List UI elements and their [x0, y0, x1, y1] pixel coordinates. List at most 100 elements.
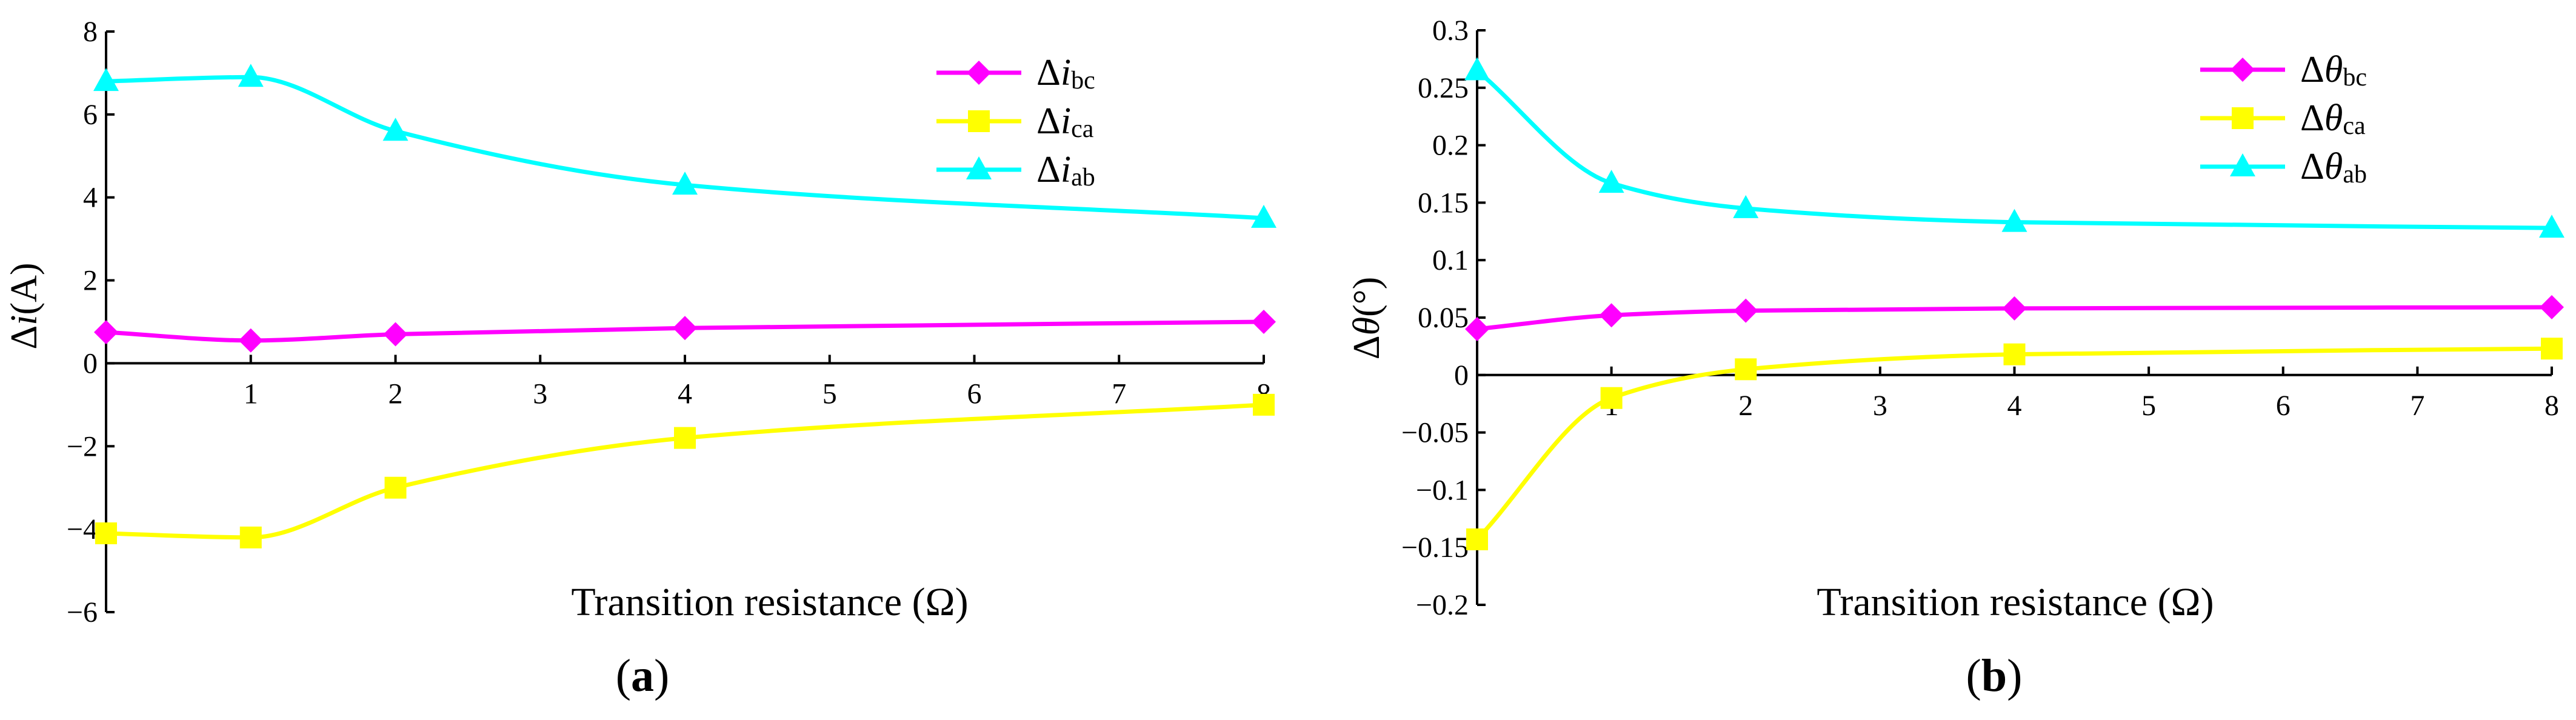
y-axis-label: Δi(A)	[4, 262, 45, 349]
data-point-ca	[1735, 358, 1757, 381]
x-tick-label: 3	[1873, 390, 1887, 422]
panel-label-close: )	[2007, 650, 2022, 701]
y-tick-label: 0.15	[1418, 187, 1469, 219]
y-tick-label: 4	[83, 182, 98, 214]
y-axis-label-unit: (A)	[4, 262, 45, 315]
data-point-ab	[238, 64, 264, 87]
data-point-bc	[2002, 296, 2027, 321]
legend-delta: Δ	[2300, 98, 2324, 139]
data-point-ca	[674, 427, 696, 449]
x-tick-label: 6	[967, 378, 982, 410]
data-point-ab	[1464, 57, 1490, 81]
legend-var: i	[1061, 52, 1071, 93]
data-point-ab	[2539, 215, 2564, 238]
data-point-bc	[1733, 298, 1758, 323]
legend-delta: Δ	[2300, 49, 2324, 90]
panel-label-close: )	[654, 650, 669, 701]
y-tick-label: 8	[83, 16, 98, 48]
data-point-ca	[239, 526, 262, 548]
x-tick-label: 2	[1738, 390, 1753, 422]
series-ab	[93, 64, 1276, 228]
legend-sub: ab	[1071, 164, 1095, 192]
x-tick-label: 1	[244, 378, 258, 410]
y-axis-label-var: i	[4, 315, 45, 325]
legend-marker-ab	[966, 156, 992, 179]
data-point-ab	[1598, 170, 1624, 193]
y-tick-label: −4	[67, 513, 98, 545]
legend-delta: Δ	[1036, 101, 1061, 142]
data-point-ab	[382, 118, 409, 141]
y-tick-label: −0.1	[1416, 474, 1469, 506]
panel-label-open: (	[616, 650, 631, 701]
data-point-bc	[1465, 316, 1489, 341]
x-tick-label: 4	[2007, 390, 2022, 422]
data-point-bc	[1252, 310, 1276, 334]
y-axis-label: Δθ(°)	[1346, 277, 1387, 359]
data-point-bc	[238, 328, 263, 353]
series-ca	[95, 393, 1275, 548]
chart-a: −6−4−20246812345678Transition resistance…	[4, 16, 1276, 701]
x-axis-label: Transition resistance (Ω)	[1817, 580, 2214, 624]
y-tick-label: −2	[67, 430, 98, 462]
y-tick-label: −6	[67, 596, 98, 628]
y-tick-label: −0.05	[1401, 417, 1469, 449]
series-bc	[1465, 295, 2564, 341]
y-axis-label-delta: Δ	[4, 325, 45, 350]
panel-label-letter: b	[1981, 650, 2007, 701]
legend-sub: ab	[2343, 161, 2367, 188]
panel-label: (a)	[616, 650, 670, 701]
legend-var: θ	[2324, 49, 2343, 90]
legend-marker-bc	[2231, 58, 2255, 82]
series-line-ab	[105, 75, 1264, 221]
data-point-ab	[2001, 208, 2027, 232]
data-point-bc	[383, 322, 408, 347]
data-point-ca	[1600, 387, 1623, 409]
y-tick-label: 0.05	[1418, 302, 1469, 334]
legend-label-ab: Δiab	[1036, 149, 1095, 192]
series-line-ca	[105, 402, 1264, 540]
legend-marker-ab	[2230, 153, 2255, 176]
data-point-ca	[2003, 343, 2026, 365]
data-point-ab	[672, 172, 698, 195]
data-point-bc	[94, 320, 118, 345]
series-ab	[1464, 57, 2564, 238]
x-tick-label: 2	[389, 378, 403, 410]
panel-label-open: (	[1966, 650, 1981, 701]
x-tick-label: 8	[2544, 390, 2559, 422]
legend-label-ca: Δica	[1036, 101, 1094, 143]
data-point-ca	[384, 476, 407, 499]
x-tick-label: 4	[678, 378, 692, 410]
x-tick-label: 3	[533, 378, 547, 410]
data-point-ab	[93, 68, 119, 92]
legend-delta: Δ	[2300, 146, 2324, 187]
data-point-ca	[1466, 528, 1488, 550]
x-tick-label: 5	[823, 378, 837, 410]
legend-marker-ca	[968, 110, 990, 132]
data-point-ab	[1733, 195, 1759, 218]
legend-label-ca: Δθca	[2300, 98, 2366, 140]
data-point-bc	[673, 316, 697, 341]
x-tick-label: 5	[2141, 390, 2156, 422]
legend-var: θ	[2324, 98, 2343, 139]
legend-marker-bc	[967, 61, 991, 85]
series-bc	[94, 310, 1276, 353]
series-line-ab	[1475, 68, 2552, 230]
y-tick-label: −0.2	[1416, 589, 1469, 621]
y-tick-label: 0.1	[1432, 244, 1469, 276]
legend-sub: ca	[2343, 112, 2366, 140]
series-ca	[1466, 338, 2563, 550]
legend-sub: ca	[1071, 115, 1094, 143]
y-tick-label: −0.15	[1401, 532, 1469, 564]
legend-var: i	[1061, 149, 1071, 190]
legend-delta: Δ	[1036, 149, 1061, 190]
y-tick-label: 2	[83, 265, 98, 297]
series-line-bc	[105, 319, 1264, 343]
legend-var: θ	[2324, 146, 2343, 187]
legend-label-ab: Δθab	[2300, 146, 2367, 188]
legend-marker-ca	[2232, 107, 2254, 129]
legend-var: i	[1061, 101, 1071, 142]
y-tick-label: 0	[83, 347, 98, 379]
x-tick-label: 7	[1112, 378, 1126, 410]
data-point-bc	[2540, 295, 2564, 319]
